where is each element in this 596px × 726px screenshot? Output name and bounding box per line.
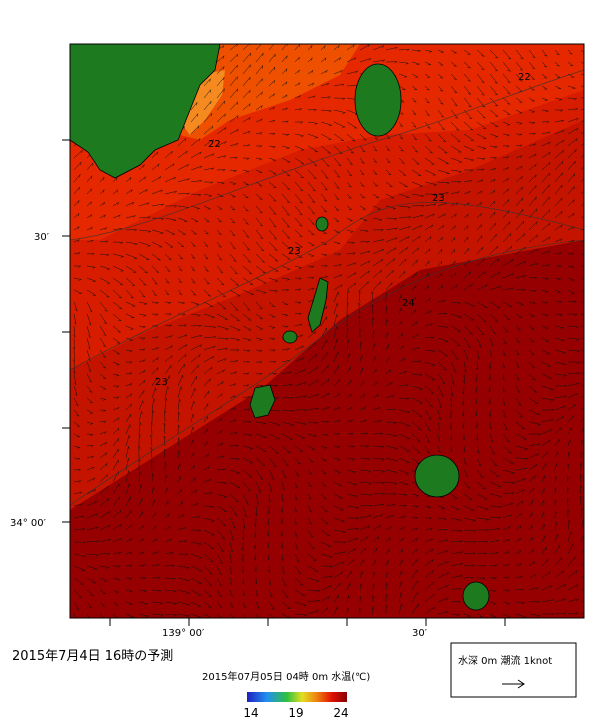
current-legend-box <box>451 643 576 697</box>
current-arrow-head <box>589 572 590 575</box>
colorbar-tick: 24 <box>333 706 348 720</box>
current-arrow-head <box>586 614 589 616</box>
colorbar-tick: 14 <box>243 706 258 720</box>
current-arrow-head <box>587 162 588 165</box>
current-arrow-head <box>588 382 590 384</box>
current-arrow-head <box>589 97 592 99</box>
current-arrow-head <box>589 127 590 130</box>
current-arrow-head <box>586 188 587 191</box>
contour-label: 22 <box>208 139 221 150</box>
current-arrow-head <box>75 620 77 622</box>
mikurajima <box>463 582 489 610</box>
current-arrow-head <box>586 175 587 178</box>
current-arrow-head <box>587 393 588 396</box>
current-arrow-head <box>585 201 586 204</box>
current-arrow-head <box>588 586 590 588</box>
current-arrow-head <box>590 339 593 340</box>
lon-label: 139° 00′ <box>162 628 205 639</box>
current-arrow-head <box>590 107 592 109</box>
current-arrow-head <box>588 138 589 141</box>
oshima <box>355 64 401 136</box>
current-arrow-head <box>589 315 592 316</box>
contour-label: 23 <box>432 193 445 204</box>
current-arrow-head <box>590 327 593 328</box>
shikinejima <box>283 331 297 343</box>
contour-label: 24 <box>402 298 415 309</box>
current-arrow-head <box>585 254 588 255</box>
current-arrow-head <box>588 87 591 88</box>
current-arrow-head <box>259 619 262 620</box>
current-arrow-head <box>585 241 587 243</box>
contour-label: 23 <box>288 246 301 257</box>
lat-label: 34° 00′ <box>10 518 47 529</box>
colorbar <box>247 692 347 702</box>
contour-label: 23 <box>155 377 168 388</box>
colorbar-tick: 19 <box>288 706 303 720</box>
current-legend-label: 水深 0m 潮流 1knot <box>458 654 552 667</box>
current-arrow-head <box>589 372 591 374</box>
current-arrow-head <box>585 228 587 230</box>
current-arrow-head <box>585 215 587 218</box>
current-arrow-head <box>585 404 586 407</box>
current-arrow-head <box>585 268 588 269</box>
current-arrow-head <box>88 618 91 620</box>
lon-label: 30′ <box>412 628 428 639</box>
map-area <box>70 41 593 622</box>
toshima <box>316 217 328 231</box>
current-arrow-head <box>590 350 593 351</box>
contour-label: 22 <box>518 72 531 83</box>
current-arrow-head <box>274 620 277 621</box>
current-arrow-head <box>590 361 593 363</box>
current-arrow-head <box>588 150 589 153</box>
current-arrow-head <box>588 600 590 602</box>
miyakejima <box>415 455 459 497</box>
colorbar-title: 2015年07月05日 04時 0m 水温(℃) <box>202 670 370 683</box>
current-arrow-head <box>589 302 592 303</box>
current-arrow-head <box>588 558 589 561</box>
lat-label: 30′ <box>34 232 50 243</box>
current-arrow-head <box>590 116 592 118</box>
caption: 2015年7月4日 16時の予測 <box>12 649 173 664</box>
